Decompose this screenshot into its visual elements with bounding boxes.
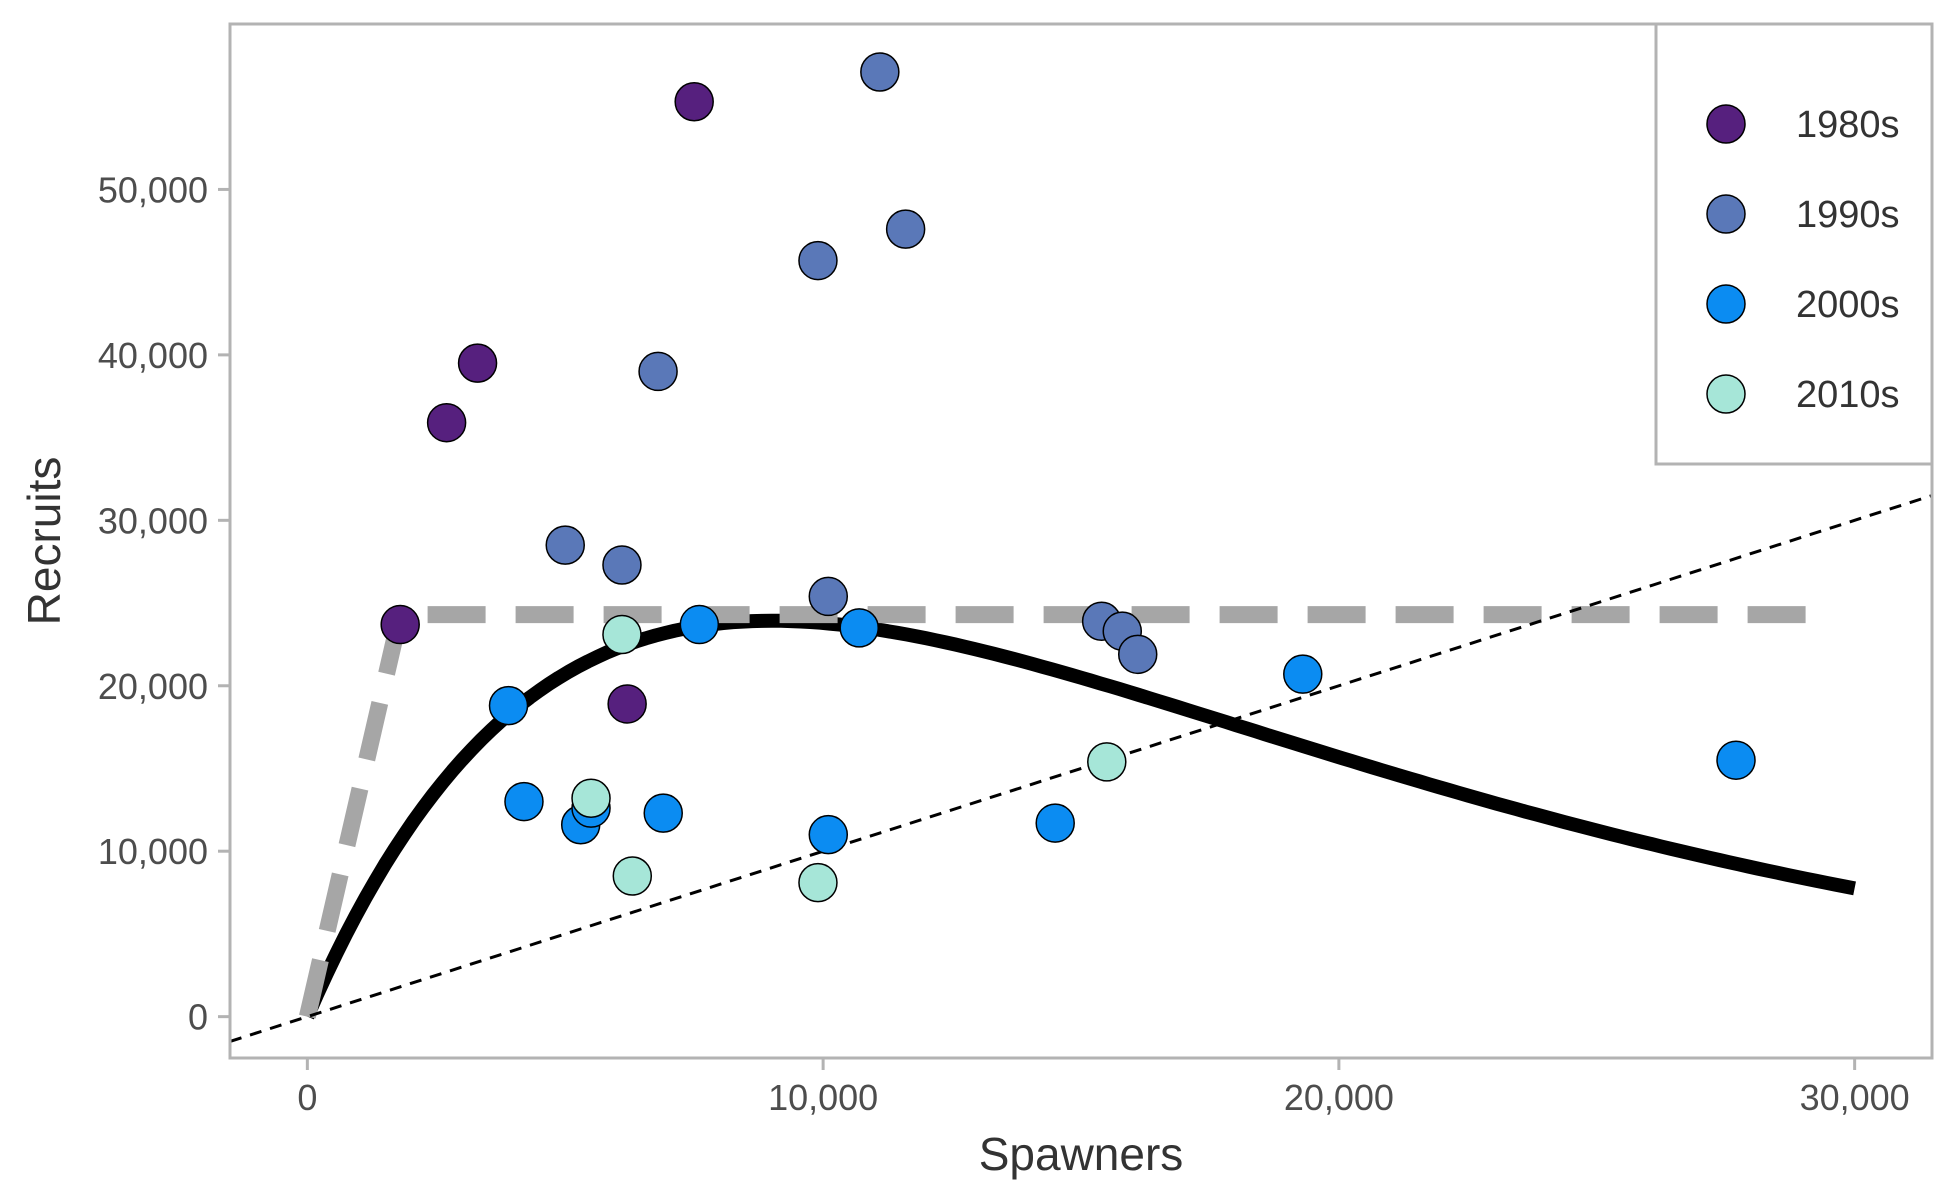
y-tick-label: 20,000 xyxy=(98,666,208,707)
legend-key-1990s xyxy=(1706,194,1746,234)
data-point-2010s xyxy=(1087,742,1127,782)
plot-background xyxy=(230,24,1932,1058)
data-point-2000s xyxy=(1283,654,1323,694)
data-point-1980s xyxy=(674,82,714,122)
y-axis: 0 10,000 20,000 30,000 40,000 50,000 xyxy=(98,169,230,1038)
data-point-2000s xyxy=(643,793,683,833)
x-axis: 0 10,000 20,000 30,000 xyxy=(297,1058,1910,1118)
x-tick-label: 20,000 xyxy=(1284,1077,1394,1118)
x-axis-title: Spawners xyxy=(979,1128,1184,1180)
x-tick-label: 10,000 xyxy=(768,1077,878,1118)
legend-label: 2010s xyxy=(1796,374,1900,416)
data-point-2000s xyxy=(1716,740,1756,780)
legend-box xyxy=(1654,22,1934,466)
data-point-2010s xyxy=(571,778,611,819)
data-point-2000s xyxy=(488,685,529,726)
data-point-2000s xyxy=(679,604,720,645)
y-tick-label: 0 xyxy=(188,997,208,1038)
legend-label: 1990s xyxy=(1796,194,1900,236)
data-point-2010s xyxy=(612,856,653,896)
data-point-1980s xyxy=(607,684,647,724)
y-tick-label: 40,000 xyxy=(98,335,208,376)
data-point-1980s xyxy=(426,402,467,443)
legend-label: 1980s xyxy=(1796,104,1900,146)
data-points xyxy=(380,52,1756,903)
data-point-2000s xyxy=(839,608,879,648)
data-point-2000s xyxy=(1035,803,1075,843)
legend: 1980s 1990s 2000s 2010s xyxy=(1654,22,1934,466)
data-point-2000s xyxy=(504,781,544,822)
legend-key-2010s xyxy=(1706,374,1746,414)
y-tick-label: 50,000 xyxy=(98,169,208,210)
y-tick-label: 10,000 xyxy=(98,831,208,872)
fit-lines xyxy=(230,494,1932,1043)
replacement-line xyxy=(230,494,1932,1043)
hockey-stick-line xyxy=(299,606,1814,1019)
data-point-1980s xyxy=(380,604,420,645)
data-point-1990s xyxy=(545,525,585,565)
data-point-1990s xyxy=(860,52,900,92)
ricker-curve xyxy=(300,613,1856,1020)
legend-key-1980s xyxy=(1706,104,1746,144)
data-point-1990s xyxy=(638,351,678,392)
y-axis-title: Recruits xyxy=(18,457,70,626)
data-point-1990s xyxy=(798,240,838,281)
data-point-1990s xyxy=(885,209,926,249)
data-point-1980s xyxy=(457,343,498,383)
data-point-1990s xyxy=(602,545,642,585)
data-point-2010s xyxy=(602,614,642,655)
x-tick-label: 30,000 xyxy=(1800,1077,1910,1118)
plot-border xyxy=(228,22,1934,1060)
y-tick-label: 30,000 xyxy=(98,500,208,541)
x-tick-label: 0 xyxy=(297,1077,317,1118)
data-point-2000s xyxy=(808,814,849,855)
data-point-2010s xyxy=(798,862,838,903)
legend-label: 2000s xyxy=(1796,284,1900,326)
data-point-1990s xyxy=(1117,634,1158,675)
data-point-1990s xyxy=(808,576,849,617)
legend-key-2000s xyxy=(1706,284,1746,324)
